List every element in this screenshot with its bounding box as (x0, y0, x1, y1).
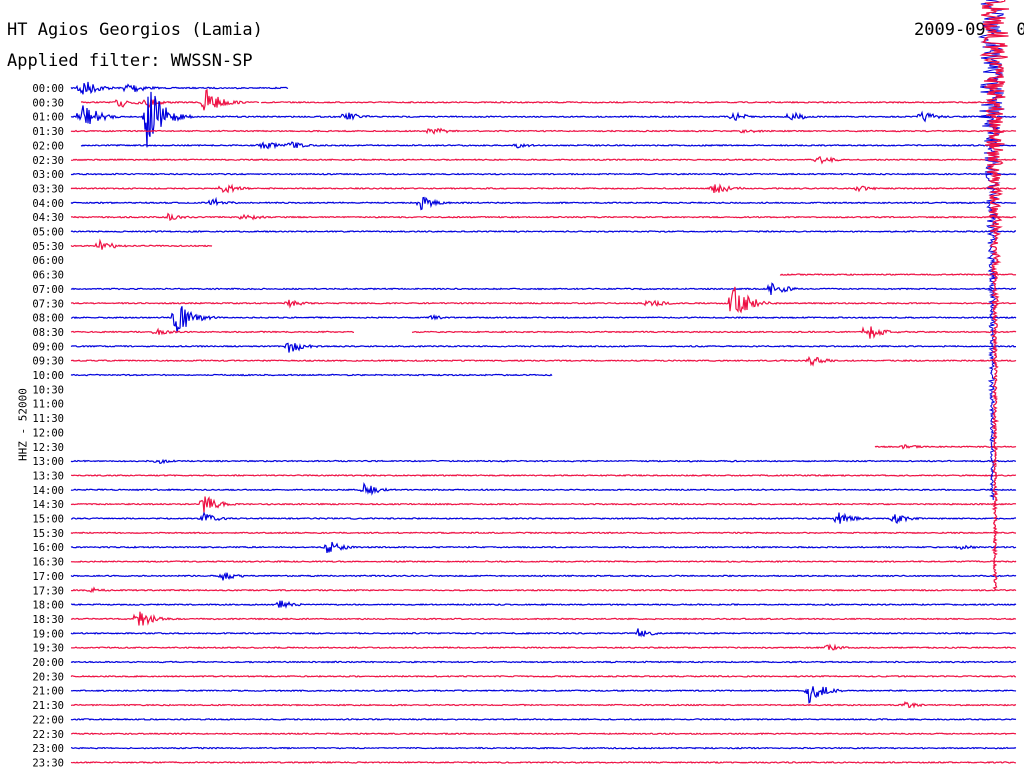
trace-line (70, 674, 1016, 678)
trace-line (70, 156, 1017, 165)
trace-line (70, 127, 1017, 135)
trace-line (70, 643, 1017, 651)
trace-line (70, 531, 1017, 535)
time-tick-label: 02:00 (32, 140, 64, 152)
time-tick-label: 21:00 (32, 686, 64, 698)
time-tick-label: 05:00 (32, 227, 64, 239)
time-tick-label: 22:30 (32, 729, 64, 741)
time-tick-label: 23:00 (32, 743, 64, 755)
trace-line (70, 326, 1017, 339)
time-tick-label: 04:30 (32, 212, 64, 224)
trace-line (70, 761, 1016, 764)
trace-line (70, 600, 1017, 609)
trace-line (80, 141, 1017, 150)
trace-line (70, 686, 1017, 704)
trace-line (70, 282, 1017, 295)
trace-line (80, 88, 997, 111)
time-tick-label: 11:00 (32, 399, 64, 411)
trace-line (70, 238, 213, 250)
trace-line (70, 717, 1017, 721)
time-tick-label: 19:00 (32, 628, 64, 640)
time-tick-label: 03:00 (32, 169, 64, 181)
trace-line (70, 230, 1017, 233)
time-tick-label: 10:30 (32, 384, 64, 396)
trace-line (70, 628, 1017, 638)
trace-line (70, 586, 1017, 594)
trace-line (70, 511, 1016, 525)
time-tick-label: 01:00 (32, 112, 64, 124)
trace-line (70, 172, 1017, 176)
trace-line (70, 611, 1017, 626)
time-tick-label: 16:00 (32, 542, 64, 554)
trace-line (70, 560, 1017, 563)
time-tick-label: 13:00 (32, 456, 64, 468)
trace-line (70, 572, 1017, 581)
trace-line (70, 212, 1017, 221)
time-tick-label: 06:00 (32, 255, 64, 267)
time-tick-label: 02:30 (32, 155, 64, 167)
time-tick-label: 17:30 (32, 585, 64, 597)
time-tick-label: 12:00 (32, 427, 64, 439)
time-tick-label: 16:30 (32, 557, 64, 569)
trace-line (71, 732, 1017, 736)
time-tick-label: 07:00 (32, 284, 64, 296)
time-tick-label: 06:30 (32, 270, 64, 282)
time-tick-label: 03:30 (32, 183, 64, 195)
filter-label: Applied filter: WWSSN-SP (7, 51, 253, 71)
time-tick-label: 20:30 (32, 671, 64, 683)
trace-line (70, 355, 1017, 367)
time-tick-label: 15:30 (32, 528, 64, 540)
time-tick-label: 01:30 (32, 126, 64, 138)
trace-line (779, 273, 1017, 276)
trace-line (70, 660, 1017, 664)
trace-line (70, 183, 1017, 194)
time-tick-label: 08:30 (32, 327, 64, 339)
trace-line (71, 474, 1017, 477)
time-tick-label: 10:00 (32, 370, 64, 382)
trace-line (70, 541, 1017, 554)
time-tick-label: 09:30 (32, 356, 64, 368)
trace-line (70, 458, 1016, 465)
trace-line (70, 81, 289, 95)
trace-line (70, 496, 1017, 514)
time-tick-label: 18:00 (32, 600, 64, 612)
earthquake-burst (977, 0, 1010, 591)
time-tick-label: 19:30 (32, 643, 64, 655)
time-tick-label: 00:00 (32, 83, 64, 95)
time-tick-label: 18:30 (32, 614, 64, 626)
time-tick-label: 07:30 (32, 298, 64, 310)
time-tick-label: 14:00 (32, 485, 64, 497)
trace-line (70, 91, 1017, 148)
time-tick-label: 14:30 (32, 499, 64, 511)
trace-line (70, 700, 1017, 709)
time-tick-label: 09:00 (32, 341, 64, 353)
time-tick-label: 21:30 (32, 700, 64, 712)
trace-line (70, 306, 1017, 333)
time-tick-label: 00:30 (32, 97, 64, 109)
trace-line (70, 746, 1017, 750)
trace-line (70, 482, 1017, 496)
time-tick-label: 05:30 (32, 241, 64, 253)
time-tick-label: 15:00 (32, 514, 64, 526)
trace-line (874, 444, 1017, 450)
time-tick-label: 13:30 (32, 470, 64, 482)
time-tick-label: 12:30 (32, 442, 64, 454)
trace-line (70, 196, 1017, 211)
time-tick-label: 11:30 (32, 413, 64, 425)
time-tick-label: 22:00 (32, 714, 64, 726)
time-tick-label: 23:30 (32, 757, 64, 769)
trace-line (70, 342, 1016, 353)
time-tick-label: 20:00 (32, 657, 64, 669)
time-tick-label: 17:00 (32, 571, 64, 583)
time-tick-label: 04:00 (32, 198, 64, 210)
station-title: HT Agios Georgios (Lamia) (7, 20, 263, 40)
trace-line (70, 286, 1017, 314)
time-tick-label: 08:00 (32, 313, 64, 325)
trace-line (70, 373, 553, 377)
